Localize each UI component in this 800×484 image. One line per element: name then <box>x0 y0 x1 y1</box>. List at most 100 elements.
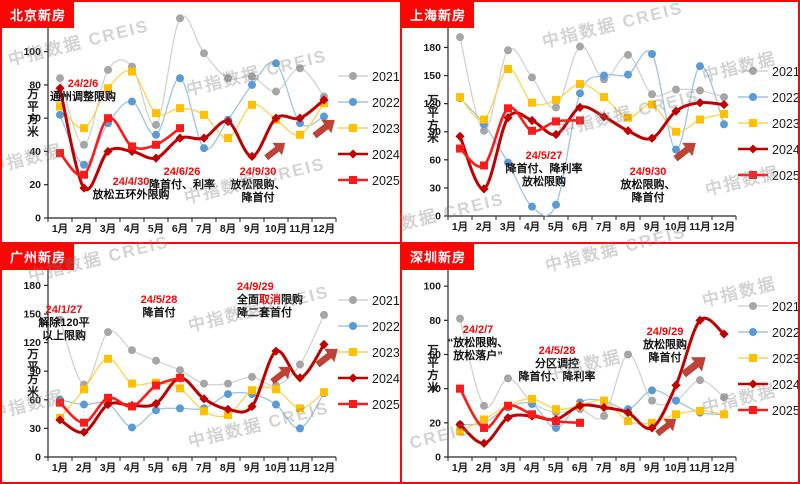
legend-marker <box>749 353 757 362</box>
annotation-text: 降首付、降利率 <box>505 163 583 176</box>
y-tick-label: 40 <box>429 383 441 395</box>
data-point <box>504 64 512 73</box>
y-axis-label: 万平方米 <box>26 88 38 138</box>
y-tick-label: 60 <box>429 154 441 166</box>
legend-label: 2022年 <box>772 326 800 340</box>
annotation-line: 降首付、降利率 <box>516 371 598 384</box>
annotation-line: 放松限购、 <box>620 179 676 192</box>
x-tick-label: 5月 <box>148 223 164 235</box>
y-tick-label: 0 <box>435 211 441 223</box>
up-trend-arrow-icon <box>308 111 345 147</box>
data-point <box>600 412 608 420</box>
annotation-date: 24/9/30 <box>629 166 667 178</box>
data-point <box>696 115 704 124</box>
arrow-shape <box>264 142 286 161</box>
policy-annotation: 24/2/6 通州调整限购 <box>44 78 122 104</box>
y-tick-label: 120 <box>23 337 41 349</box>
data-point <box>528 410 536 419</box>
data-point <box>671 106 681 116</box>
annotation-text: 放松五环外限购 <box>92 189 170 202</box>
data-point <box>456 384 464 393</box>
data-point <box>720 410 728 419</box>
data-point <box>296 119 304 128</box>
x-tick-label: 7月 <box>596 462 612 474</box>
chart-title: 深圳新房 <box>410 250 467 265</box>
y-tick-label: 80 <box>29 79 41 91</box>
legend-item-2025年: 2025年 <box>738 163 798 186</box>
data-point <box>176 74 184 83</box>
legend-marker <box>349 399 357 408</box>
x-tick-label: 2月 <box>76 462 92 474</box>
y-tick-label: 0 <box>435 452 441 464</box>
policy-annotation: 24/6/26 降首付、利率 <box>148 166 216 192</box>
legend-marker <box>349 321 357 330</box>
y-axis-label: 万平方米 <box>426 94 438 144</box>
annotation-line: 降二套首付 <box>237 307 309 320</box>
data-point <box>200 49 208 58</box>
data-point <box>648 90 656 99</box>
data-point <box>696 86 704 95</box>
policy-annotation: 24/1/27 解除120平 以上限购 <box>36 304 92 344</box>
data-point <box>528 73 536 82</box>
legend-swatch <box>338 373 368 382</box>
legend-marker <box>749 405 757 414</box>
y-tick-label: 180 <box>23 280 41 292</box>
data-point <box>104 114 112 123</box>
data-point <box>271 346 281 356</box>
data-point <box>719 99 729 110</box>
data-point <box>528 394 536 403</box>
data-point <box>56 110 64 119</box>
legend: 2021年 2022年 2023年 2024年 2025年 <box>338 288 400 415</box>
x-tick-label: 4月 <box>524 221 540 233</box>
arrow-polygon <box>270 366 292 385</box>
legend-swatch <box>738 353 768 362</box>
data-point <box>480 415 488 424</box>
y-tick-label: 180 <box>423 42 441 54</box>
data-point <box>151 153 161 163</box>
data-point <box>576 418 584 427</box>
x-tick-label: 11月 <box>689 221 711 233</box>
legend-item-2023年: 2023年 <box>338 340 400 363</box>
annotation-date: 24/2/7 <box>462 324 494 336</box>
x-tick-label: 5月 <box>148 462 164 474</box>
y-tick-label: 80 <box>429 315 441 327</box>
x-tick-label: 2月 <box>476 221 492 233</box>
annotation-date: 24/5/27 <box>525 150 563 162</box>
legend-label: 2024年 <box>372 372 400 386</box>
annotation-text: 降二套首付 <box>237 307 292 320</box>
x-tick-label: 10月 <box>265 223 287 235</box>
data-point <box>55 415 65 425</box>
x-tick-label: 10月 <box>265 462 287 474</box>
data-point <box>600 71 608 80</box>
annotation-line: 降首付 <box>638 352 692 365</box>
legend-label: 2021年 <box>372 70 400 84</box>
arrow-polygon <box>681 357 706 378</box>
legend-marker <box>749 92 757 101</box>
legend-item-2024年: 2024年 <box>738 372 798 395</box>
data-point <box>480 161 488 170</box>
x-tick-label: 3月 <box>100 223 116 235</box>
arrow-shape <box>673 142 696 162</box>
annotation-text: 以上限购 <box>42 330 86 343</box>
annotation-date: 24/6/26 <box>163 166 201 178</box>
data-point <box>672 127 680 136</box>
data-point <box>624 50 632 59</box>
annotation-date: 24/9/29 <box>646 326 684 338</box>
data-point <box>456 427 464 436</box>
legend-item-2022年: 2022年 <box>338 314 400 337</box>
annotation-line: 放松限购、 <box>228 179 288 192</box>
data-point <box>672 396 680 405</box>
data-point <box>199 394 209 404</box>
legend-item-2024年: 2024年 <box>338 366 400 389</box>
legend-swatch <box>338 321 368 330</box>
data-point <box>320 388 328 397</box>
data-point <box>551 129 561 140</box>
data-point <box>479 438 489 448</box>
data-point <box>152 381 160 390</box>
legend-item-2022年: 2022年 <box>738 85 798 108</box>
data-point <box>504 158 512 167</box>
data-point <box>56 398 64 407</box>
x-tick-label: 11月 <box>689 462 711 474</box>
data-point <box>176 384 184 393</box>
data-point <box>696 376 704 385</box>
